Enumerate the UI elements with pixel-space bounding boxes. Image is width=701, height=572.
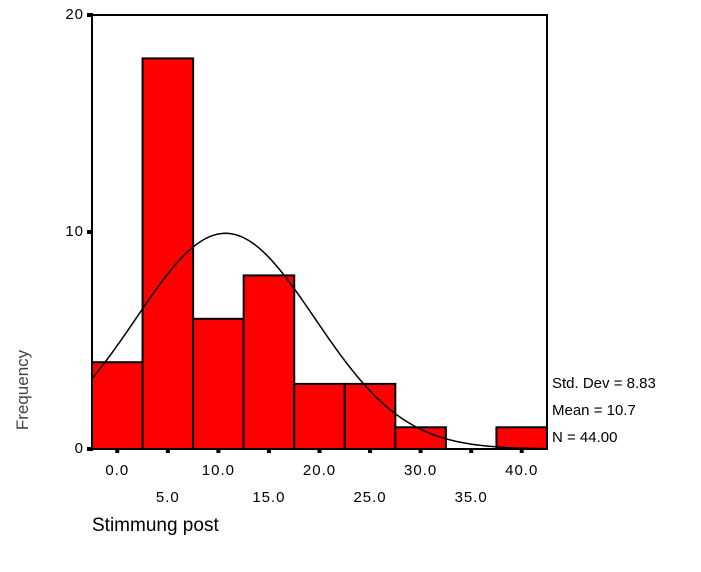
mean-label: Mean = 10.7 (552, 402, 636, 419)
histogram-bar (192, 317, 245, 450)
histogram-bar (91, 361, 144, 451)
x-tick-mark (368, 448, 373, 453)
histogram-bar (242, 274, 296, 450)
y-tick-label: 20 (65, 6, 84, 23)
x-tick-label: 35.0 (455, 489, 488, 506)
x-tick-mark (115, 448, 120, 453)
x-tick-mark (216, 448, 221, 453)
y-tick-mark (87, 230, 93, 234)
x-tick-label: 25.0 (353, 489, 386, 506)
x-tick-mark (469, 448, 474, 453)
x-ticks-group: 0.0 10.0 20.0 30.0 40.0 5.0 15.0 25.0 35.0 (105, 448, 538, 506)
x-tick-label: 15.0 (252, 489, 285, 506)
histogram-bar (495, 426, 549, 450)
x-tick-mark (519, 448, 524, 453)
x-tick-label: 5.0 (156, 489, 180, 506)
x-tick-label: 0.0 (105, 462, 129, 479)
x-tick-mark (418, 448, 423, 453)
x-tick-label: 40.0 (505, 462, 538, 479)
histogram-bar (293, 382, 346, 450)
y-tick-label: 0 (75, 440, 84, 457)
normal-curve (91, 232, 548, 450)
n-label: N = 44.00 (552, 429, 617, 446)
y-ticks-group: 0 10 20 (65, 6, 93, 457)
y-tick-label: 10 (65, 223, 84, 240)
x-tick-mark (317, 448, 322, 453)
y-axis-label: Frequency (13, 349, 32, 430)
x-tick-label: 30.0 (404, 462, 437, 479)
x-tick-label: 10.0 (202, 462, 235, 479)
std-dev-label: Std. Dev = 8.83 (552, 375, 656, 392)
x-tick-label: 20.0 (303, 462, 336, 479)
y-tick-mark (87, 13, 93, 17)
histogram-bar (343, 382, 397, 450)
x-tick-mark (165, 448, 170, 453)
y-tick-mark (87, 447, 93, 451)
x-tick-mark (266, 448, 271, 453)
histogram-bar (394, 426, 447, 450)
bars-group (91, 57, 549, 451)
x-axis-label: Stimmung post (92, 515, 219, 536)
